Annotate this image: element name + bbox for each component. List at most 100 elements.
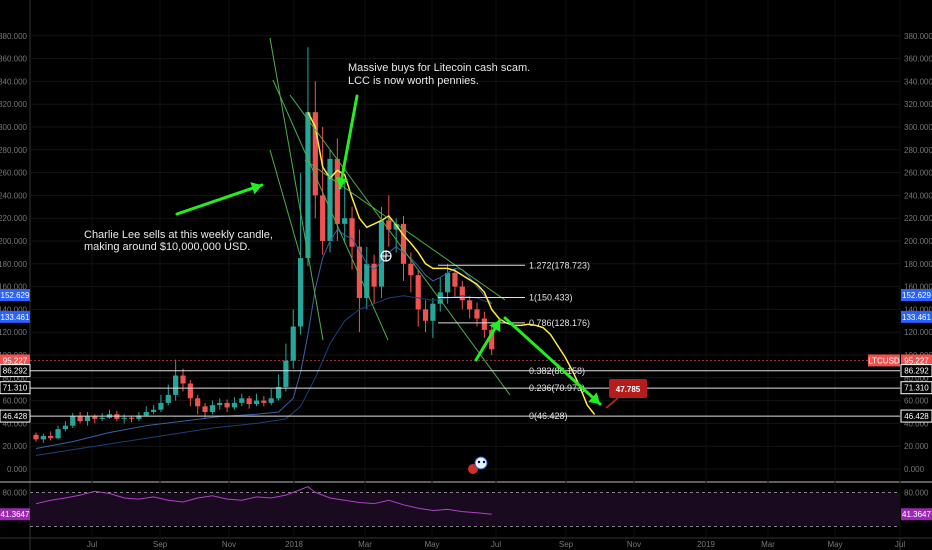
- text-annotations[interactable]: Massive buys for Litecoin cash scam. LCC…: [84, 62, 530, 253]
- candle: [151, 405, 157, 415]
- emoji-icon-red: [468, 464, 478, 474]
- candle: [459, 280, 465, 310]
- price-tick-left: 380.000: [0, 32, 28, 41]
- candle: [231, 397, 238, 410]
- time-tick: Sep: [559, 540, 574, 549]
- candle-body: [327, 158, 333, 241]
- time-tick: Mar: [761, 540, 775, 549]
- arrow-lcc-head[interactable]: [335, 176, 349, 188]
- price-tag-left: 152.629: [0, 289, 30, 302]
- price-tick-left: 360.000: [0, 55, 28, 64]
- candle-body: [312, 112, 318, 196]
- candle-body: [474, 309, 480, 319]
- candle-body: [422, 309, 429, 321]
- candle: [55, 425, 61, 440]
- candle-body: [99, 417, 105, 419]
- price-tick-left: 280.000: [0, 146, 28, 155]
- price-tag-value: 46.428: [904, 412, 929, 421]
- candle-body: [415, 275, 421, 310]
- price-tag-box: [901, 354, 932, 367]
- candle-body: [180, 375, 186, 384]
- candle-body: [481, 318, 487, 330]
- candle-body: [158, 402, 164, 410]
- candle: [400, 215, 407, 281]
- time-tick: 2018: [285, 540, 303, 549]
- candle: [48, 431, 54, 441]
- time-axis[interactable]: Jul Sep Nov 2018 Mar May Jul Sep Nov 2019 Mar May Ju…: [87, 540, 905, 549]
- candle: [290, 309, 296, 369]
- candle: [364, 246, 370, 310]
- candle: [386, 195, 392, 247]
- trendline[interactable]: [269, 37, 324, 341]
- symbol-tag-label: LTCUSD: [868, 356, 900, 365]
- price-tick-left: 200.000: [0, 237, 28, 246]
- target-price-tag[interactable]: 47.785: [605, 379, 647, 409]
- candle-body: [143, 412, 149, 416]
- arrow-bounce-head[interactable]: [489, 320, 501, 332]
- candle-body: [342, 218, 348, 224]
- price-tag-right: 71.310: [900, 381, 932, 395]
- candle-body: [55, 429, 61, 439]
- price-tag-box: [900, 364, 932, 378]
- candle: [320, 127, 326, 255]
- target-price-label: 47.785: [616, 385, 641, 394]
- rsi-band: [30, 492, 900, 527]
- arrow-target[interactable]: [503, 316, 602, 406]
- candle-body: [467, 300, 473, 310]
- target-pointer: [605, 397, 619, 409]
- price-tick-right: 200.000: [904, 237, 932, 246]
- trendline[interactable]: [289, 94, 511, 396]
- arrow-target-head[interactable]: [588, 392, 600, 404]
- candle-body: [151, 409, 157, 412]
- arrow-charlie[interactable]: [175, 183, 264, 216]
- candle: [481, 311, 487, 338]
- candle: [342, 178, 348, 244]
- price-tick-right: 320.000: [904, 100, 932, 109]
- rsi-line: [35, 486, 492, 515]
- time-tick: Jul: [895, 540, 905, 549]
- time-tick: 2019: [697, 540, 715, 549]
- candle-body: [224, 402, 230, 408]
- price-tag-value: 86.292: [904, 367, 929, 376]
- trendline[interactable]: [272, 79, 389, 341]
- price-tick-right: 140.000: [904, 305, 932, 314]
- candle: [209, 400, 215, 415]
- price-tick-left: 340.000: [0, 77, 28, 86]
- rsi-value-label: 41.3647: [1, 510, 30, 519]
- candle-body: [400, 223, 407, 264]
- price-tag-value: 152.629: [1, 291, 30, 300]
- candle-body: [253, 400, 260, 405]
- fib-level-label: 0.382(86.158): [529, 366, 585, 376]
- ema-blue-line: [35, 229, 493, 449]
- price-tag-left: 95.227: [0, 354, 30, 367]
- price-tick-right: 40.000: [904, 419, 929, 428]
- fibonacci-retracement[interactable]: 1.272(178.723) 1(150.433) 0.786(128.176) 0.…: [30, 260, 900, 421]
- candle: [84, 412, 91, 426]
- price-tick-left: 300.000: [0, 123, 28, 132]
- annotation-arrows[interactable]: 47.785: [175, 94, 647, 409]
- candle: [261, 396, 267, 407]
- fib-level-label: 1.272(178.723): [529, 260, 590, 270]
- trendline[interactable]: [269, 149, 301, 256]
- arrow-lcc[interactable]: [338, 94, 359, 190]
- rsi-value-tag-right: 41.3647: [901, 508, 932, 521]
- candle: [77, 412, 83, 424]
- candle-body: [128, 417, 135, 419]
- candle-body: [393, 223, 399, 230]
- ema-slow-line: [35, 295, 492, 456]
- candle: [334, 138, 340, 241]
- candle-body: [231, 402, 238, 408]
- candle: [327, 149, 333, 253]
- candle-body: [445, 272, 451, 293]
- candle-body: [364, 263, 370, 298]
- arrow-charlie-head[interactable]: [250, 182, 262, 195]
- rsi-value-tag-left: 41.3647: [0, 508, 30, 521]
- fib-level-label: 1(150.433): [529, 293, 573, 303]
- candle-body: [489, 329, 495, 350]
- candle: [224, 399, 230, 412]
- candle-body: [268, 398, 274, 403]
- price-tick-right: 340.000: [904, 77, 932, 86]
- time-tick: Mar: [358, 540, 372, 549]
- price-tag-box: [901, 289, 932, 302]
